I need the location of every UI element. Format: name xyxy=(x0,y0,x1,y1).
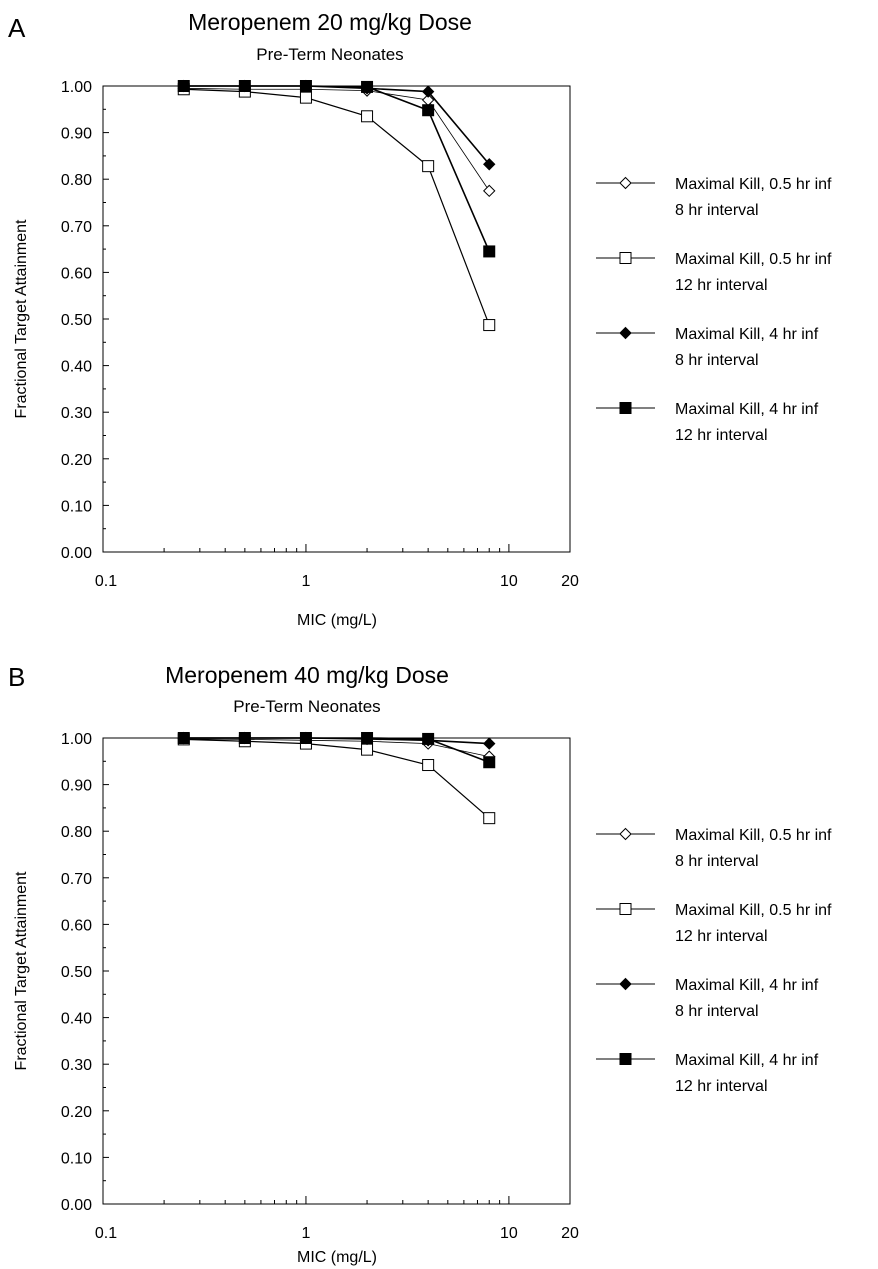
series-line-1 xyxy=(183,87,490,192)
legend-marker-4 xyxy=(619,1053,632,1065)
data-point-s4 xyxy=(422,104,435,117)
y-axis-title: Fractional Target Attainment xyxy=(13,871,30,1070)
y-tick-label: 0.40 xyxy=(61,359,92,376)
y-tick-label: 1.00 xyxy=(61,731,92,748)
plot-frame xyxy=(102,85,571,553)
x-tick-label: 1 xyxy=(301,1225,310,1242)
legend-marker-2 xyxy=(619,903,632,915)
y-tick-label: 0.20 xyxy=(61,452,92,469)
series-line-2 xyxy=(183,88,490,326)
x-axis-title: MIC (mg/L) xyxy=(297,1249,377,1266)
y-tick-label: 1.00 xyxy=(61,79,92,96)
legend-label-1-line2: 8 hr interval xyxy=(675,202,759,219)
data-point-s4 xyxy=(177,80,190,92)
data-point-s3 xyxy=(483,158,496,171)
panel-label: B xyxy=(8,662,25,692)
y-tick-label: 0.80 xyxy=(61,824,92,841)
data-point-s4 xyxy=(483,245,496,258)
plot-frame xyxy=(102,737,571,1205)
y-tick-label: 0.70 xyxy=(61,871,92,888)
legend-label-1-line2: 8 hr interval xyxy=(675,853,759,870)
y-tick-label: 0.20 xyxy=(61,1104,92,1121)
y-tick-label: 0.70 xyxy=(61,219,92,236)
data-point-s2 xyxy=(483,812,496,825)
x-tick-label: 10 xyxy=(500,1225,518,1242)
data-point-s4 xyxy=(299,732,312,744)
data-point-s4 xyxy=(177,732,190,744)
x-tick-label: 0.1 xyxy=(95,1225,117,1242)
data-point-s2 xyxy=(422,759,435,772)
legend-label-2-line2: 12 hr interval xyxy=(675,277,768,294)
y-tick-label: 0.50 xyxy=(61,964,92,981)
data-point-s4 xyxy=(361,80,374,93)
legend-label-3: Maximal Kill, 4 hr inf xyxy=(675,977,819,994)
data-point-s4 xyxy=(299,80,312,92)
data-point-s3 xyxy=(421,85,435,98)
data-point-s3 xyxy=(483,737,496,750)
x-axis-title: MIC (mg/L) xyxy=(297,612,377,629)
y-tick-label: 0.60 xyxy=(61,265,92,282)
x-tick-label: 1 xyxy=(301,573,310,590)
data-point-s2 xyxy=(361,743,374,756)
legend-label-4-line2: 12 hr interval xyxy=(675,427,768,444)
legend-label-4-line2: 12 hr interval xyxy=(675,1078,768,1095)
y-tick-label: 0.60 xyxy=(61,917,92,934)
legend-label-1: Maximal Kill, 0.5 hr inf xyxy=(675,176,832,193)
legend-label-1: Maximal Kill, 0.5 hr inf xyxy=(675,827,832,844)
data-point-s2 xyxy=(299,91,312,104)
chart-panel-a: A Meropenem 20 mg/kg Dose Pre-Term Neonate… xyxy=(8,9,832,629)
y-tick-label: 0.90 xyxy=(61,778,92,795)
y-tick-label: 0.30 xyxy=(61,405,92,422)
series-line-2 xyxy=(183,738,490,819)
data-point-s1 xyxy=(483,184,496,198)
chart-title: Meropenem 20 mg/kg Dose xyxy=(188,9,472,35)
legend-marker-3 xyxy=(619,977,632,991)
legend-label-2: Maximal Kill, 0.5 hr inf xyxy=(675,902,832,919)
y-tick-label: 0.10 xyxy=(61,1150,92,1167)
y-tick-label: 0.00 xyxy=(61,545,92,562)
legend-label-4: Maximal Kill, 4 hr inf xyxy=(675,1052,819,1069)
x-tick-label: 20 xyxy=(561,1225,579,1242)
data-point-s2 xyxy=(483,319,496,332)
y-tick-label: 0.00 xyxy=(61,1197,92,1214)
series-line-1 xyxy=(183,738,490,758)
y-axis-title: Fractional Target Attainment xyxy=(13,219,30,418)
series-line-4 xyxy=(183,85,490,252)
data-point-s2 xyxy=(422,160,435,173)
data-point-s4 xyxy=(238,732,251,744)
data-point-s4 xyxy=(238,80,251,92)
data-point-s2 xyxy=(361,110,374,123)
legend-label-4: Maximal Kill, 4 hr inf xyxy=(675,401,819,418)
legend-marker-2 xyxy=(619,252,632,264)
x-tick-label: 0.1 xyxy=(95,573,117,590)
series-line-3 xyxy=(183,85,490,165)
legend-label-2: Maximal Kill, 0.5 hr inf xyxy=(675,251,832,268)
y-tick-label: 0.40 xyxy=(61,1011,92,1028)
data-point-s4 xyxy=(483,756,496,769)
legend-label-3-line2: 8 hr interval xyxy=(675,352,759,369)
chart-panel-b: B Meropenem 40 mg/kg Dose Pre-Term Neonate… xyxy=(8,662,832,1266)
chart-subtitle: Pre-Term Neonates xyxy=(233,697,380,716)
x-tick-label: 20 xyxy=(561,573,579,590)
legend-label-3: Maximal Kill, 4 hr inf xyxy=(675,326,819,343)
y-tick-label: 0.50 xyxy=(61,312,92,329)
data-point-s4 xyxy=(361,732,374,744)
panel-label: A xyxy=(8,13,26,43)
chart-subtitle: Pre-Term Neonates xyxy=(256,45,403,64)
data-point-s4 xyxy=(422,732,435,745)
legend-label-2-line2: 12 hr interval xyxy=(675,928,768,945)
series-line-4 xyxy=(183,737,490,763)
y-tick-label: 0.10 xyxy=(61,498,92,515)
y-tick-label: 0.90 xyxy=(61,126,92,143)
legend-marker-1 xyxy=(619,176,632,190)
y-tick-label: 0.30 xyxy=(61,1057,92,1074)
x-tick-label: 10 xyxy=(500,573,518,590)
y-tick-label: 0.80 xyxy=(61,172,92,189)
legend-marker-4 xyxy=(619,402,632,414)
legend-marker-1 xyxy=(619,827,632,841)
legend-marker-3 xyxy=(619,326,632,340)
chart-title: Meropenem 40 mg/kg Dose xyxy=(165,662,449,688)
legend-label-3-line2: 8 hr interval xyxy=(675,1003,759,1020)
